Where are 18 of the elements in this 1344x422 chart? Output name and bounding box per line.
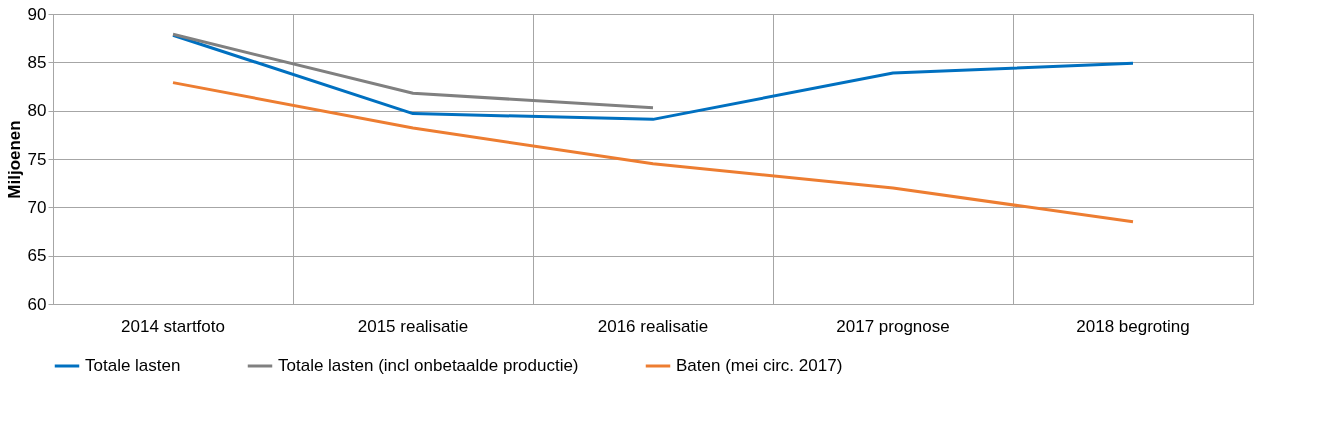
legend-label: Totale lasten (85, 356, 181, 375)
x-tick-label: 2016 realisatie (597, 316, 709, 336)
y-tick-label: 70 (27, 197, 47, 217)
x-tick-label: 2018 begroting (1076, 316, 1190, 336)
x-tick-label: 2017 prognose (836, 316, 950, 336)
y-tick-label: 65 (27, 246, 47, 266)
y-tick-label: 85 (27, 52, 47, 72)
y-tick-label: 75 (27, 149, 47, 169)
y-tick-label: 90 (27, 4, 47, 24)
x-tick-label: 2015 realisatie (357, 316, 469, 336)
legend-label: Totale lasten (incl onbetaalde productie) (278, 356, 579, 375)
line-series (171, 33, 1135, 121)
y-tick-label: 80 (27, 101, 47, 121)
line-series (171, 81, 1135, 224)
y-axis-title: Miljoenen (4, 120, 24, 199)
x-tick-label: 2014 startfoto (121, 316, 225, 336)
legend-label: Baten (mei circ. 2017) (676, 356, 843, 375)
y-tick-label: 60 (27, 294, 47, 314)
